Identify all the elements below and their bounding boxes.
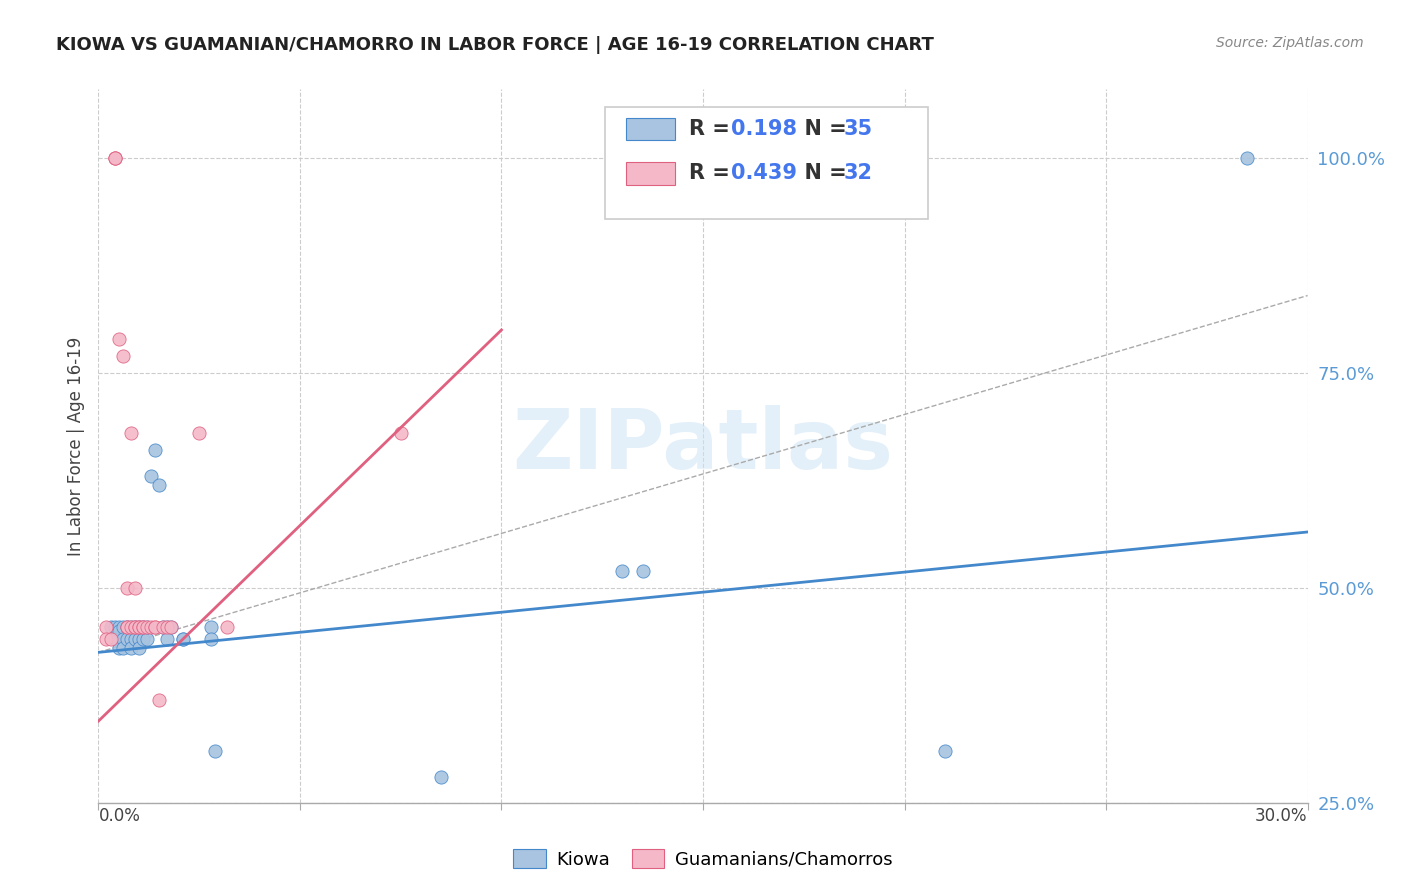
Point: [115, 581, 138, 595]
Point: [128, 632, 150, 647]
Point: [128, 641, 150, 656]
Legend: Kiowa, Guamanians/Chamorros: Kiowa, Guamanians/Chamorros: [506, 842, 900, 876]
Point: [139, 469, 162, 483]
Point: [111, 349, 134, 363]
Text: 32: 32: [844, 163, 873, 184]
Point: [612, 564, 634, 578]
Point: [120, 632, 142, 647]
Point: [389, 426, 412, 441]
Point: [107, 619, 129, 633]
Point: [111, 619, 134, 633]
Point: [100, 619, 122, 633]
Text: R =: R =: [689, 119, 737, 139]
Point: [132, 619, 155, 633]
Point: [148, 692, 170, 706]
Point: [107, 332, 129, 346]
Point: [172, 632, 194, 647]
Point: [135, 632, 157, 647]
Point: [103, 151, 125, 165]
Point: [156, 632, 179, 647]
Point: [156, 619, 179, 633]
Point: [152, 619, 174, 633]
Point: [934, 744, 956, 758]
Point: [160, 619, 183, 633]
Point: [120, 641, 142, 656]
Point: [115, 619, 138, 633]
Point: [103, 151, 125, 165]
Point: [172, 632, 194, 647]
Point: [103, 619, 125, 633]
Point: [100, 632, 122, 647]
Point: [120, 619, 142, 633]
Point: [111, 641, 134, 656]
Point: [124, 619, 146, 633]
Point: [124, 581, 146, 595]
Text: 35: 35: [844, 119, 873, 139]
Point: [132, 632, 155, 647]
Point: [139, 619, 162, 633]
Point: [176, 890, 198, 892]
Text: ZIPatlas: ZIPatlas: [513, 406, 893, 486]
Point: [631, 564, 654, 578]
Text: N =: N =: [790, 119, 855, 139]
Point: [132, 619, 155, 633]
Point: [111, 632, 134, 647]
Point: [156, 619, 179, 633]
Y-axis label: In Labor Force | Age 16-19: In Labor Force | Age 16-19: [66, 336, 84, 556]
Point: [1236, 151, 1258, 165]
Point: [143, 443, 166, 458]
Point: [128, 619, 150, 633]
Point: [103, 632, 125, 647]
Point: [103, 151, 125, 165]
Point: [200, 619, 222, 633]
Point: [115, 632, 138, 647]
Text: 30.0%: 30.0%: [1256, 807, 1308, 825]
Point: [430, 770, 453, 784]
Point: [120, 619, 142, 633]
Point: [128, 619, 150, 633]
Point: [107, 624, 129, 638]
Point: [200, 632, 222, 647]
Point: [96, 632, 118, 647]
Point: [124, 632, 146, 647]
Text: 0.198: 0.198: [731, 119, 797, 139]
Text: KIOWA VS GUAMANIAN/CHAMORRO IN LABOR FORCE | AGE 16-19 CORRELATION CHART: KIOWA VS GUAMANIAN/CHAMORRO IN LABOR FOR…: [56, 36, 934, 54]
Text: R =: R =: [689, 163, 737, 184]
Point: [107, 641, 129, 656]
Text: Source: ZipAtlas.com: Source: ZipAtlas.com: [1216, 36, 1364, 50]
Point: [124, 619, 146, 633]
Point: [135, 619, 157, 633]
Point: [115, 619, 138, 633]
Text: N =: N =: [790, 163, 855, 184]
Point: [115, 619, 138, 633]
Text: 0.439: 0.439: [731, 163, 797, 184]
Point: [135, 619, 157, 633]
Point: [120, 426, 142, 441]
Point: [132, 619, 155, 633]
Point: [204, 744, 226, 758]
Text: 0.0%: 0.0%: [98, 807, 141, 825]
Point: [152, 619, 174, 633]
Point: [160, 619, 183, 633]
Point: [128, 619, 150, 633]
Point: [143, 619, 166, 633]
Point: [143, 619, 166, 633]
Point: [124, 619, 146, 633]
Point: [217, 619, 239, 633]
Point: [188, 426, 211, 441]
Point: [96, 619, 118, 633]
Point: [148, 477, 170, 491]
